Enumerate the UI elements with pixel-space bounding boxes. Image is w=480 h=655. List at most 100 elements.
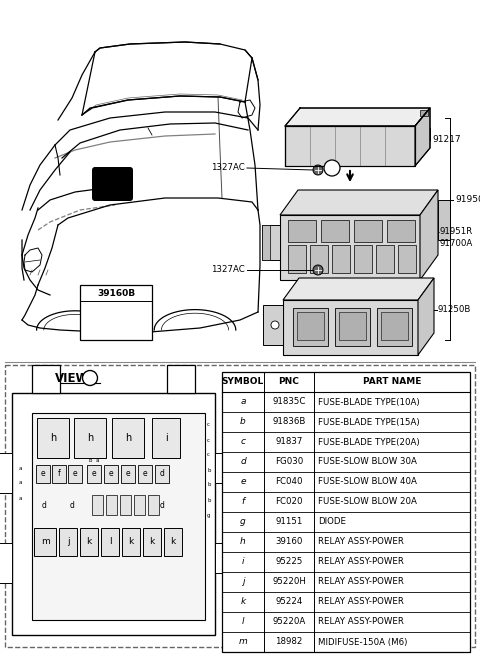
Bar [121,465,135,483]
Text: FC020: FC020 [275,498,303,506]
Bar [148,495,159,515]
Polygon shape [283,300,418,355]
Circle shape [88,451,92,455]
Bar [52,465,66,483]
Polygon shape [102,323,110,337]
Text: i: i [165,433,168,443]
Circle shape [149,493,175,519]
Text: DIODE: DIODE [318,517,346,527]
Polygon shape [438,200,450,240]
Polygon shape [110,323,118,337]
Text: f: f [58,470,60,479]
Text: k: k [170,538,176,546]
Circle shape [174,372,188,386]
Bar [74,418,106,458]
Text: 91950D: 91950D [455,195,480,204]
Text: VIEW: VIEW [55,371,89,384]
Text: k: k [86,538,92,546]
FancyBboxPatch shape [92,167,133,201]
Text: d: d [240,457,246,466]
Bar [143,528,161,556]
Bar [34,528,56,556]
Text: d: d [159,502,165,510]
Polygon shape [283,278,434,300]
Text: h: h [125,433,131,443]
Bar [122,528,140,556]
Text: a: a [18,495,22,500]
Bar [321,220,349,242]
Bar [59,528,77,556]
Text: g: g [240,517,246,527]
Circle shape [51,451,55,455]
Bar [104,465,118,483]
Bar [0,543,12,583]
Bar [420,110,428,116]
Bar [134,495,145,515]
Text: b: b [207,483,211,487]
Text: j: j [67,538,69,546]
Bar [339,312,366,340]
Text: j: j [242,578,244,586]
Circle shape [61,451,65,455]
Text: e: e [240,477,246,487]
Bar [155,465,169,483]
Circle shape [313,265,323,275]
Circle shape [83,371,97,386]
Circle shape [116,451,120,455]
Text: 91837: 91837 [276,438,303,447]
Text: RELAY ASSY-POWER: RELAY ASSY-POWER [318,557,404,567]
Text: 95220A: 95220A [272,618,306,626]
Text: 95224: 95224 [276,597,303,607]
Text: A: A [328,164,336,172]
Bar [288,220,316,242]
Bar [80,285,152,340]
Text: FUSE-BLADE TYPE(10A): FUSE-BLADE TYPE(10A) [318,398,420,407]
Polygon shape [418,278,434,355]
Text: h: h [240,538,246,546]
Text: 1327AC: 1327AC [211,265,245,274]
Bar [36,465,50,483]
Text: m: m [41,538,49,546]
Circle shape [271,321,279,329]
Text: FG030: FG030 [275,457,303,466]
Bar [112,418,144,458]
Text: e: e [143,470,147,479]
Circle shape [78,451,82,455]
Bar [87,465,101,483]
Text: a: a [18,481,22,485]
Text: RELAY ASSY-POWER: RELAY ASSY-POWER [318,538,404,546]
Text: b: b [207,498,211,502]
Bar [32,365,60,393]
Text: l: l [108,538,111,546]
Text: 91836B: 91836B [272,417,306,426]
Polygon shape [415,108,430,166]
Text: k: k [240,597,246,607]
Bar [152,418,180,458]
Bar [106,495,117,515]
Circle shape [39,372,53,386]
Text: 91951R: 91951R [440,227,473,236]
Bar [387,220,415,242]
Text: h: h [87,433,93,443]
Polygon shape [262,225,280,260]
Bar [297,312,324,340]
Text: e: e [41,470,45,479]
Text: d: d [42,502,47,510]
Polygon shape [420,190,438,280]
Circle shape [41,451,45,455]
Circle shape [324,160,340,176]
Text: 18982: 18982 [276,637,303,646]
Bar [335,308,370,346]
Bar [68,465,82,483]
Polygon shape [285,126,415,166]
Text: c: c [207,453,210,457]
Bar [120,495,131,515]
Text: b: b [240,417,246,426]
Bar [167,365,195,393]
Circle shape [59,493,85,519]
Text: 91250B: 91250B [438,305,471,314]
Circle shape [156,451,160,455]
Text: A: A [86,373,94,383]
Circle shape [176,451,180,455]
Bar [215,453,227,483]
